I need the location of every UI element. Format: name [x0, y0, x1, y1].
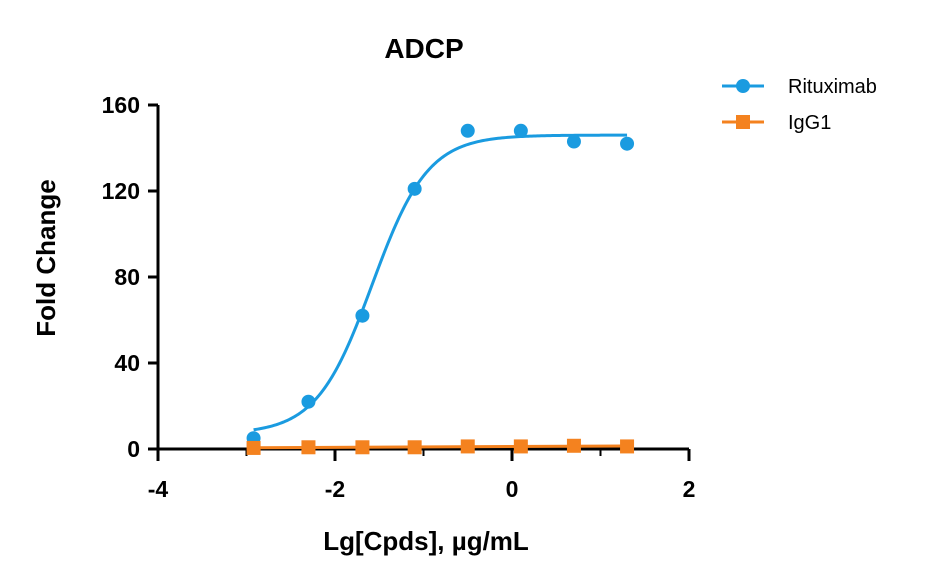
- x-tick-label: -2: [325, 476, 345, 502]
- rituximab-point: [513, 123, 528, 138]
- rituximab-point: [355, 308, 370, 323]
- igg1-point: [407, 440, 422, 455]
- y-tick-label: 120: [102, 178, 140, 204]
- igg1-point: [513, 439, 528, 454]
- igg1-point: [566, 438, 581, 453]
- legend-igg1-label: IgG1: [788, 112, 831, 134]
- rituximab-point: [301, 394, 316, 409]
- igg1-point: [246, 440, 261, 455]
- legend: Rituximab IgG1: [722, 76, 877, 134]
- legend-rituximab-label: Rituximab: [788, 76, 877, 98]
- plot-area: 0 40 80 120 160 -4 -2 0 2: [102, 92, 696, 502]
- x-tick-label: 2: [683, 476, 696, 502]
- igg1-point: [620, 439, 635, 454]
- igg1-point: [301, 440, 316, 455]
- x-tick-label: 0: [506, 476, 519, 502]
- y-tick-label: 0: [127, 436, 140, 462]
- igg1-fit-line: [253, 444, 628, 450]
- igg1-point: [355, 440, 370, 455]
- y-axis-label: Fold Change: [31, 179, 61, 336]
- x-tick-label: -4: [148, 476, 169, 502]
- legend-rituximab-marker: [736, 79, 750, 93]
- y-tick-label: 80: [114, 264, 140, 290]
- rituximab-point: [620, 136, 635, 151]
- y-tick-label: 40: [114, 350, 140, 376]
- chart-title: ADCP: [384, 33, 463, 64]
- x-axis-label: Lg[Cpds], µg/mL: [323, 526, 529, 556]
- igg1-point: [460, 439, 475, 454]
- rituximab-fit-line: [253, 133, 628, 432]
- rituximab-point: [407, 181, 422, 196]
- rituximab-point: [566, 134, 581, 149]
- y-tick-label: 160: [102, 92, 140, 118]
- rituximab-point: [460, 123, 475, 138]
- legend-igg1-marker: [736, 115, 750, 129]
